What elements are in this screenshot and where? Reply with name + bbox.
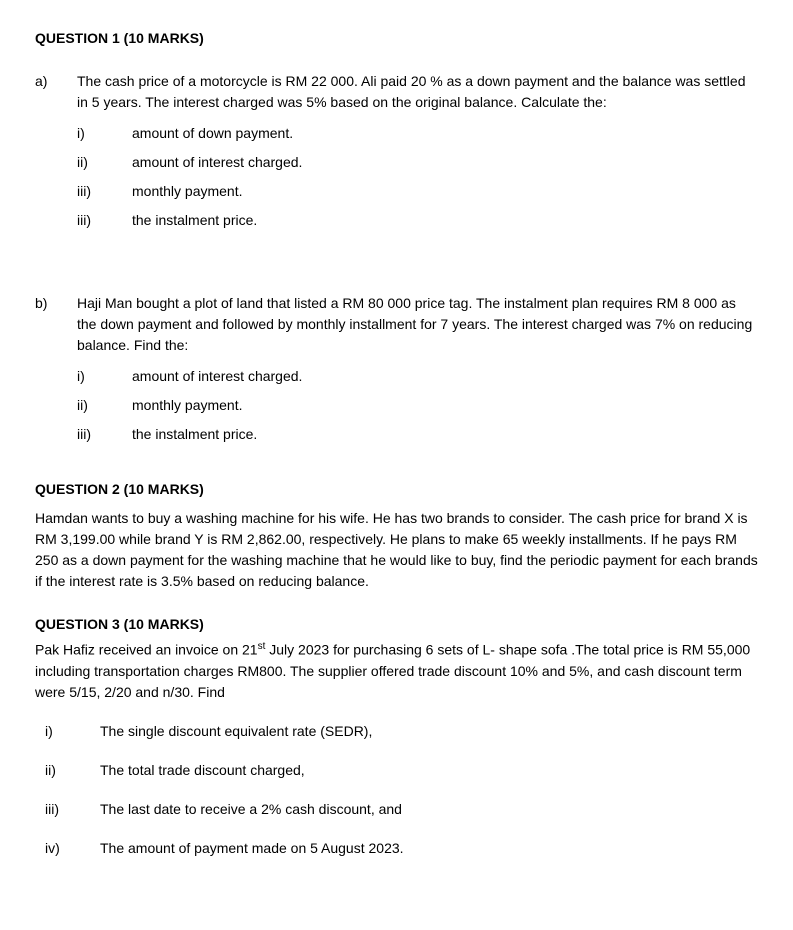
roman-label: i) <box>77 366 132 387</box>
roman-text: amount of down payment. <box>132 123 758 144</box>
roman-label: i) <box>45 721 100 742</box>
q1a-list: i) amount of down payment. ii) amount of… <box>77 123 758 231</box>
roman-label: iii) <box>77 424 132 445</box>
q1a-block: a) The cash price of a motorcycle is RM … <box>35 71 758 239</box>
list-item: i) amount of down payment. <box>77 123 758 144</box>
q1a-label: a) <box>35 71 77 239</box>
q1b-label: b) <box>35 293 77 453</box>
q3-body-pre: Pak Hafiz received an invoice on 21 <box>35 642 258 658</box>
q1a-intro: The cash price of a motorcycle is RM 22 … <box>77 71 758 113</box>
roman-label: iii) <box>45 799 100 820</box>
roman-text: The amount of payment made on 5 August 2… <box>100 838 758 859</box>
list-item: ii) amount of interest charged. <box>77 152 758 173</box>
roman-label: iv) <box>45 838 100 859</box>
q3-heading: QUESTION 3 (10 MARKS) <box>35 614 758 635</box>
list-item: iii) monthly payment. <box>77 181 758 202</box>
list-item: i) The single discount equivalent rate (… <box>35 721 758 742</box>
list-item: ii) The total trade discount charged, <box>35 760 758 781</box>
roman-text: monthly payment. <box>132 181 758 202</box>
q2-body: Hamdan wants to buy a washing machine fo… <box>35 508 758 592</box>
roman-text: The single discount equivalent rate (SED… <box>100 721 758 742</box>
list-item: iii) the instalment price. <box>77 210 758 231</box>
roman-text: the instalment price. <box>132 210 758 231</box>
roman-text: amount of interest charged. <box>132 152 758 173</box>
roman-label: ii) <box>77 395 132 416</box>
roman-text: the instalment price. <box>132 424 758 445</box>
roman-text: monthly payment. <box>132 395 758 416</box>
list-item: iii) the instalment price. <box>77 424 758 445</box>
q3-body: Pak Hafiz received an invoice on 21st Ju… <box>35 639 758 703</box>
q3-list: i) The single discount equivalent rate (… <box>35 721 758 859</box>
roman-label: iii) <box>77 210 132 231</box>
q1b-intro: Haji Man bought a plot of land that list… <box>77 293 758 356</box>
q1a-body: The cash price of a motorcycle is RM 22 … <box>77 71 758 239</box>
q1b-block: b) Haji Man bought a plot of land that l… <box>35 293 758 453</box>
q1-heading: QUESTION 1 (10 MARKS) <box>35 28 758 49</box>
roman-text: The total trade discount charged, <box>100 760 758 781</box>
q1b-body: Haji Man bought a plot of land that list… <box>77 293 758 453</box>
list-item: iv) The amount of payment made on 5 Augu… <box>35 838 758 859</box>
roman-text: amount of interest charged. <box>132 366 758 387</box>
list-item: i) amount of interest charged. <box>77 366 758 387</box>
list-item: iii) The last date to receive a 2% cash … <box>35 799 758 820</box>
roman-label: ii) <box>77 152 132 173</box>
q2-heading: QUESTION 2 (10 MARKS) <box>35 479 758 500</box>
roman-label: i) <box>77 123 132 144</box>
roman-label: iii) <box>77 181 132 202</box>
q1b-list: i) amount of interest charged. ii) month… <box>77 366 758 445</box>
list-item: ii) monthly payment. <box>77 395 758 416</box>
roman-text: The last date to receive a 2% cash disco… <box>100 799 758 820</box>
roman-label: ii) <box>45 760 100 781</box>
